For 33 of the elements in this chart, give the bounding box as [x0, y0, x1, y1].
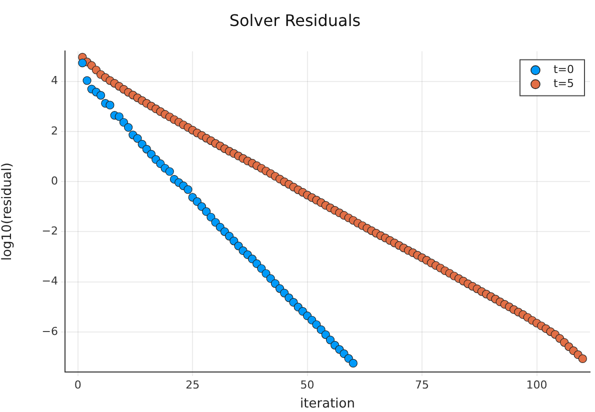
- y-tick-label: 4: [51, 74, 58, 88]
- point: [78, 58, 87, 68]
- point: [114, 112, 124, 121]
- y-tick-label: 0: [51, 174, 58, 188]
- point: [146, 150, 156, 159]
- point: [348, 358, 358, 368]
- point: [82, 76, 92, 85]
- x-tick-label: 25: [186, 378, 200, 392]
- point: [202, 207, 211, 216]
- x-tick-label: 0: [74, 378, 82, 392]
- x-axis-title: iteration: [300, 396, 355, 412]
- x-tick-label: 100: [526, 378, 548, 392]
- point: [326, 336, 335, 344]
- point: [206, 212, 216, 222]
- point: [165, 167, 174, 176]
- y-tick-label: 2: [51, 124, 58, 138]
- point: [270, 279, 280, 288]
- y-tick-label: −2: [42, 224, 58, 238]
- legend-label: t=5: [553, 77, 574, 90]
- point: [124, 123, 133, 132]
- chart-title: Solver Residuals: [229, 10, 361, 30]
- legend-label: t=0: [553, 63, 574, 76]
- point: [262, 269, 270, 278]
- point: [184, 185, 192, 194]
- point: [106, 100, 114, 110]
- y-tick-label: −6: [42, 324, 58, 338]
- point: [133, 134, 142, 143]
- y-axis-title: log10(residual): [0, 162, 16, 261]
- y-tick-label: −4: [42, 274, 58, 288]
- point: [321, 330, 330, 339]
- point: [96, 91, 106, 100]
- x-tick-label: 50: [300, 378, 314, 392]
- x-tick-label: 75: [415, 378, 430, 392]
